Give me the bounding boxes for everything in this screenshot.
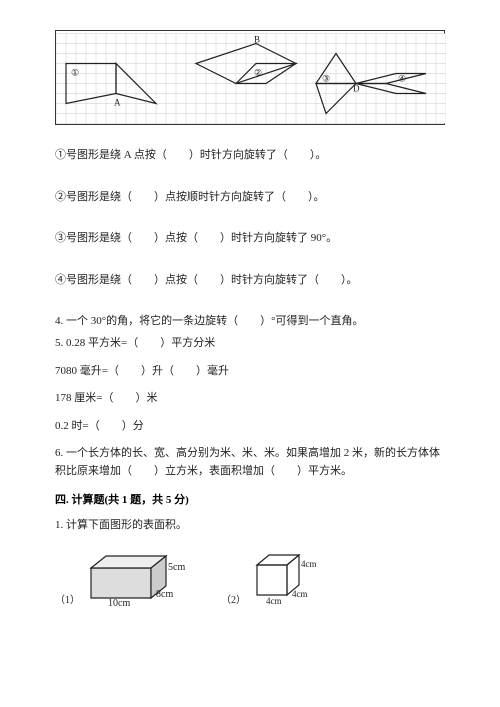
- question-5d: 0.2 时=（ ）分: [55, 418, 445, 436]
- shapes-row: （1） 5cm 8cm 10cm （2） 4cm 4cm 4cm: [55, 548, 445, 606]
- svg-text:③: ③: [322, 74, 330, 84]
- grid-svg: ① A B ② ③ D ④: [56, 31, 446, 126]
- svg-text:A: A: [114, 98, 121, 108]
- svg-text:①: ①: [71, 68, 79, 78]
- section-4-title: 四. 计算题(共 1 题，共 5 分): [55, 491, 445, 507]
- question-6: 6. 一个长方体的长、宽、高分别为米、米、米。如果高增加 2 米，新的长方体体积…: [55, 445, 445, 480]
- svg-text:4cm: 4cm: [266, 596, 282, 606]
- question-5c: 178 厘米=（ ）米: [55, 390, 445, 408]
- question-5b: 7080 毫升=（ ）升（ ）毫升: [55, 363, 445, 381]
- calc-question-1: 1. 计算下面图形的表面积。: [55, 517, 445, 535]
- svg-text:D: D: [353, 84, 360, 94]
- question-3: ③号图形是绕（ ）点按（ ）时针方向旋转了 90°。: [55, 230, 445, 248]
- shape-1-label: （1）: [55, 591, 80, 606]
- shape-2-label: （2）: [221, 591, 246, 606]
- svg-text:4cm: 4cm: [292, 589, 308, 599]
- shape-1-item: （1） 5cm 8cm 10cm: [55, 548, 191, 606]
- geometry-grid-figure: ① A B ② ③ D ④: [55, 30, 445, 125]
- question-4-circle: ④号图形是绕（ ）点按（ ）时针方向旋转了（ ）。: [55, 272, 445, 290]
- svg-text:8cm: 8cm: [156, 589, 173, 600]
- svg-text:5cm: 5cm: [168, 562, 185, 573]
- cuboid-icon: 5cm 8cm 10cm: [86, 548, 191, 606]
- question-1: ①号图形是绕 A 点按（ ）时针方向旋转了（ ）。: [55, 147, 445, 165]
- svg-text:10cm: 10cm: [108, 598, 130, 606]
- svg-text:4cm: 4cm: [301, 559, 317, 569]
- question-4: 4. 一个 30°的角，将它的一条边旋转（ ）°可得到一个直角。: [55, 313, 445, 331]
- shape-2-item: （2） 4cm 4cm 4cm: [221, 550, 324, 606]
- svg-text:B: B: [254, 35, 260, 45]
- svg-text:④: ④: [398, 74, 406, 84]
- question-2: ②号图形是绕（ ）点按顺时针方向旋转了（ ）。: [55, 189, 445, 207]
- svg-text:②: ②: [254, 68, 262, 78]
- cube-icon: 4cm 4cm 4cm: [252, 550, 324, 606]
- question-5: 5. 0.28 平方米=（ ）平方分米: [55, 335, 445, 353]
